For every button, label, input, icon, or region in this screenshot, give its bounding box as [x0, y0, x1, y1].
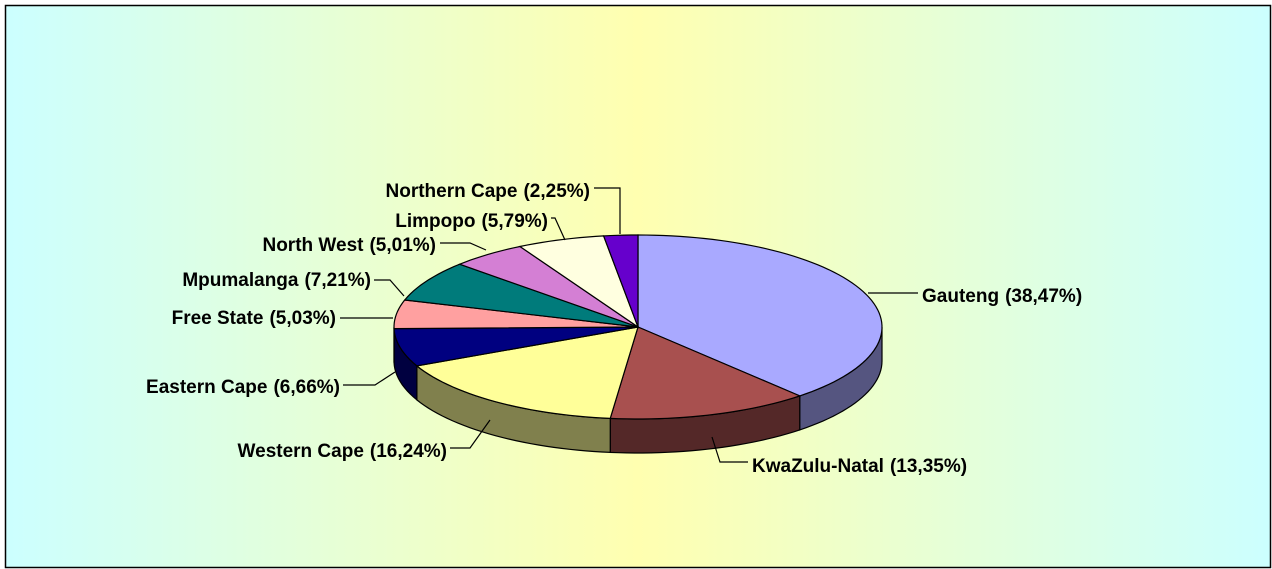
value-label: (7,21%) [304, 270, 371, 291]
value-label: (2,25%) [523, 181, 590, 202]
value-label: (5,03%) [269, 308, 336, 329]
data-label: Mpumalanga (7,21%) [182, 270, 371, 291]
slice [518, 235, 640, 329]
data-label: Free State (5,03%) [172, 308, 336, 329]
category-name: Western Cape [238, 441, 364, 462]
category-name: Eastern Cape [146, 377, 267, 398]
category-name: KwaZulu-Natal [752, 456, 884, 477]
slice [609, 326, 802, 420]
slice [403, 263, 639, 328]
leader-line [450, 419, 491, 449]
data-label: North West (5,01%) [262, 235, 436, 256]
value-label: (6,66%) [273, 377, 340, 398]
value-label: (38,47%) [1005, 286, 1082, 307]
slice [415, 326, 639, 420]
slice [637, 234, 883, 397]
category-name: Free State [172, 308, 264, 329]
data-label: KwaZulu-Natal (13,35%) [752, 456, 967, 477]
slice [457, 245, 639, 328]
value-label: (5,79%) [481, 211, 548, 232]
slice [393, 326, 639, 367]
value-label: (16,24%) [370, 441, 447, 462]
value-label: (13,35%) [890, 456, 967, 477]
leader-line [711, 436, 748, 463]
leader-line [594, 187, 621, 234]
leader-line [343, 371, 396, 386]
category-name: Mpumalanga [182, 270, 299, 291]
category-name: Limpopo [395, 211, 475, 232]
value-label: (5,01%) [369, 235, 436, 256]
leader-line [440, 242, 487, 251]
category-name: Gauteng [922, 286, 999, 307]
slice [602, 234, 639, 328]
category-name: North West [262, 235, 364, 256]
data-label: Gauteng (38,47%) [922, 286, 1082, 307]
slice [393, 299, 639, 330]
data-label: Eastern Cape (6,66%) [146, 377, 340, 398]
category-name: Northern Cape [386, 181, 518, 202]
data-label: Northern Cape (2,25%) [386, 181, 591, 202]
leader-line [374, 279, 405, 297]
leader-line [551, 217, 566, 241]
data-label: Western Cape (16,24%) [238, 441, 447, 462]
data-label: Limpopo (5,79%) [395, 211, 548, 232]
